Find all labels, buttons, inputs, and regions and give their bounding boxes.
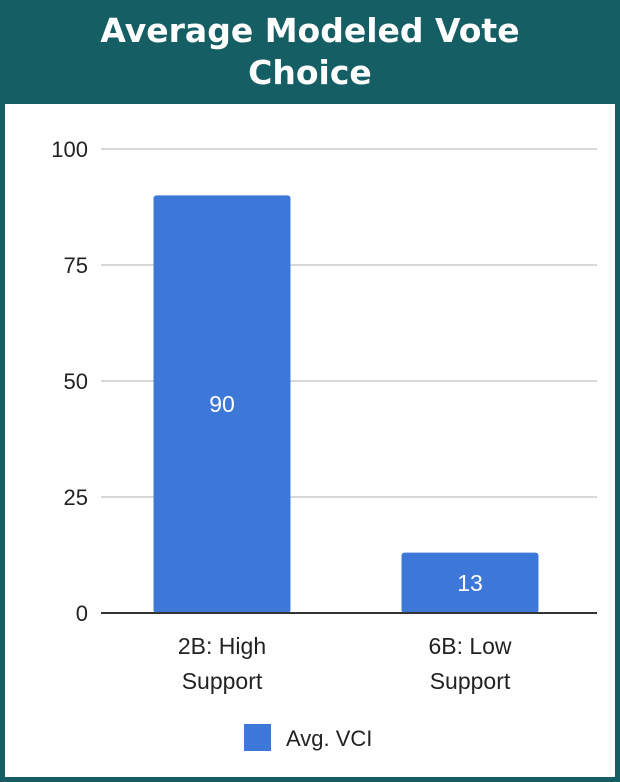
legend: Avg. VCI (244, 724, 372, 751)
y-tick-label: 50 (64, 369, 88, 394)
bar-1 (153, 195, 291, 613)
chart-title: Average Modeled Vote Choice (100, 11, 520, 92)
bar-data-label: 90 (209, 391, 235, 417)
chart-header: Average Modeled Vote Choice (0, 0, 620, 104)
bars (153, 195, 539, 613)
x-category-label: Support (182, 668, 263, 694)
bar-2 (401, 552, 539, 613)
bar-data-label: 13 (457, 570, 483, 596)
legend-label: Avg. VCI (286, 726, 372, 751)
x-category-label: 6B: Low (428, 633, 511, 659)
legend-swatch (244, 724, 271, 751)
bar-chart: 0 25 50 75 100 90 13 2B: High Support 6B: Low Su… (51, 137, 597, 751)
y-tick-label: 75 (64, 253, 88, 278)
bar-data-labels: 90 13 (209, 391, 483, 596)
y-tick-label: 100 (51, 137, 88, 162)
x-category-label: 2B: High (178, 633, 266, 659)
y-tick-label: 25 (64, 485, 88, 510)
y-tick-label: 0 (76, 601, 88, 626)
y-tick-labels: 0 25 50 75 100 (51, 137, 88, 626)
x-category-label: Support (430, 668, 511, 694)
x-category-labels: 2B: High Support 6B: Low Support (178, 633, 512, 694)
